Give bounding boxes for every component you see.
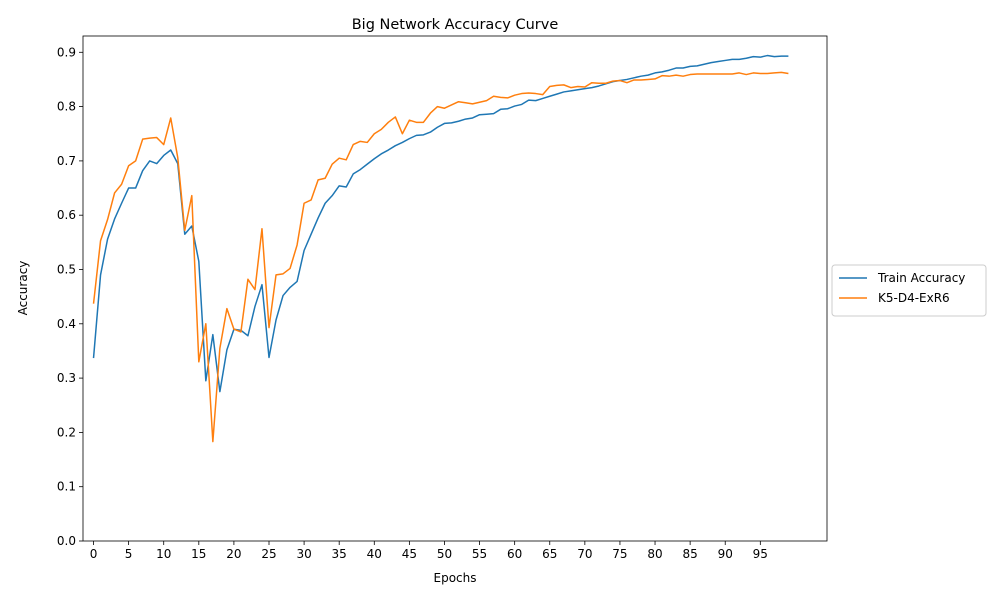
y-tick-label: 0.7 (57, 154, 76, 168)
x-tick-label: 40 (367, 547, 382, 561)
x-tick-label: 25 (261, 547, 276, 561)
series-line-k5-d4-exr6 (92, 71, 789, 443)
series-lines (92, 54, 789, 443)
legend: Train Accuracy K5-D4-ExR6 (831, 264, 987, 317)
y-tick-label: 0.0 (57, 534, 76, 548)
x-tick-label: 75 (612, 547, 627, 561)
x-axis-label: Epochs (434, 571, 477, 585)
y-tick-label: 0.6 (57, 208, 76, 222)
y-tick-label: 0.2 (57, 425, 76, 439)
y-tick-label: 0.8 (57, 100, 76, 114)
y-tick-label: 0.1 (57, 480, 76, 494)
x-tick-label: 0 (90, 547, 98, 561)
x-tick-label: 90 (718, 547, 733, 561)
x-tick-label: 5 (125, 547, 133, 561)
series-line-train-accuracy (92, 54, 789, 393)
x-tick-label: 70 (577, 547, 592, 561)
x-tick-label: 35 (332, 547, 347, 561)
x-tick-label: 30 (296, 547, 311, 561)
legend-label-k5-d4-exr6: K5-D4-ExR6 (878, 291, 950, 305)
y-tick-label: 0.3 (57, 371, 76, 385)
legend-label-train-accuracy: Train Accuracy (877, 271, 965, 285)
x-tick-label: 55 (472, 547, 487, 561)
x-tick-label: 20 (226, 547, 241, 561)
x-tick-label: 85 (682, 547, 697, 561)
x-axis-ticks: 0 5 10 15 20 25 30 35 40 45 50 55 60 65 70 75 80 85 90 95 (90, 541, 768, 561)
x-tick-label: 60 (507, 547, 522, 561)
x-tick-label: 15 (191, 547, 206, 561)
y-axis-ticks: 0.0 0.1 0.2 0.3 0.4 0.5 0.6 0.7 0.8 0.9 (57, 45, 83, 548)
y-axis-label: Accuracy (16, 261, 30, 316)
x-tick-label: 50 (437, 547, 452, 561)
x-tick-label: 10 (156, 547, 171, 561)
x-tick-label: 80 (647, 547, 662, 561)
plot-area-frame (82, 35, 828, 542)
x-tick-label: 95 (753, 547, 768, 561)
x-tick-label: 45 (402, 547, 417, 561)
x-tick-label: 65 (542, 547, 557, 561)
y-tick-label: 0.9 (57, 45, 76, 59)
y-tick-label: 0.5 (57, 262, 76, 276)
chart-title: Big Network Accuracy Curve (352, 17, 559, 33)
legend-frame (831, 264, 987, 317)
y-tick-label: 0.4 (57, 317, 76, 331)
